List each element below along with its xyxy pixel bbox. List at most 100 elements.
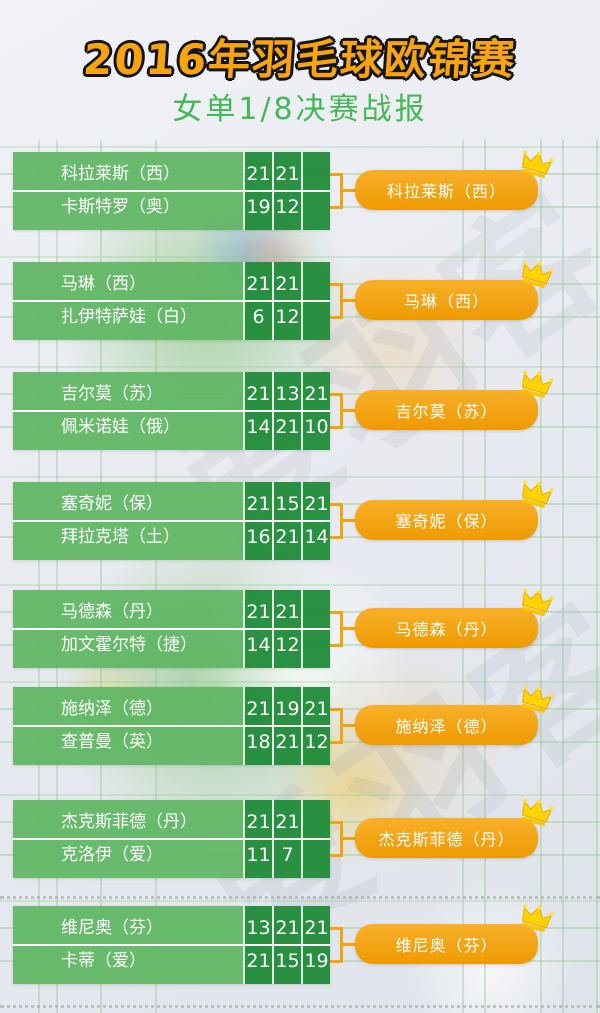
winner-box: 施纳泽（德） [355,685,554,745]
table-padding-row [13,372,330,379]
winner-name: 维尼奥（芬） [395,936,498,955]
player1-game1-score: 21 [243,807,272,838]
player2-game3-score: 14 [301,522,330,553]
player2-row: 拜拉克塔（土） 16 21 14 [13,522,330,553]
row-divider [13,944,330,946]
row-divider [13,520,330,522]
player1-game2-score: 21 [272,269,301,300]
bracket-connector [330,283,343,319]
table-padding-row [13,223,330,230]
player1-name: 马德森（丹） [13,597,243,628]
winner-name: 吉尔莫（苏） [395,402,498,421]
player1-game3-score: 21 [301,379,330,410]
match-score-table: 科拉莱斯（西） 21 21 卡斯特罗（奥） 19 12 [13,152,330,230]
player1-row: 吉尔莫（苏） 21 13 21 [13,379,330,410]
winner-name: 塞奇妮（保） [395,512,498,531]
player1-name: 杰克斯菲德（丹） [13,807,243,838]
dotted-divider [0,1005,600,1008]
match-block: 科拉莱斯（西） 21 21 卡斯特罗（奥） 19 12 科拉莱斯（西） [0,146,600,230]
player1-game1-score: 21 [243,694,272,725]
player1-row: 马琳（西） 21 21 [13,269,330,300]
bracket-connector [330,611,343,647]
player1-game1-score: 13 [243,913,272,944]
player2-game1-score: 14 [243,412,272,443]
player2-game3-score: 12 [301,727,330,758]
court-line-vertical [596,140,598,1013]
player2-game1-score: 21 [243,946,272,977]
winner-box: 马琳（西） [355,260,554,320]
match-score-table: 维尼奥（芬） 13 21 21 卡蒂（爱） 21 15 19 [13,906,330,984]
match-block: 吉尔莫（苏） 21 13 21 佩米诺娃（俄） 14 21 10 吉尔莫（苏） [0,366,600,450]
table-padding-row [13,661,330,668]
table-padding-row [13,443,330,450]
player1-game1-score: 21 [243,269,272,300]
winner-box: 科拉莱斯（西） [355,150,554,210]
player1-game2-score: 21 [272,597,301,628]
crown-icon [521,480,554,508]
table-padding-row [13,262,330,269]
player1-row: 杰克斯菲德（丹） 21 21 [13,807,330,838]
table-padding-row [13,482,330,489]
player1-game2-score: 21 [272,913,301,944]
match-score-table: 施纳泽（德） 21 19 21 查普曼（英） 18 21 12 [13,687,330,765]
player2-game1-score: 19 [243,192,272,223]
player2-game1-score: 14 [243,630,272,661]
player2-name: 克洛伊（爱） [13,840,243,871]
bracket-connector-arm [343,299,355,302]
player1-name: 吉尔莫（苏） [13,379,243,410]
player2-row: 卡斯特罗（奥） 19 12 [13,192,330,223]
match-block: 杰克斯菲德（丹） 21 21 克洛伊（爱） 11 7 杰克斯菲德（丹） [0,794,600,878]
court-line [0,794,600,796]
winner-box: 维尼奥（芬） [355,904,554,964]
court-line-vertical [484,140,486,1013]
court-line-vertical [562,140,564,1013]
bracket-connector [330,927,343,963]
table-padding-row [13,687,330,694]
match-block: 马德森（丹） 21 21 加文霍尔特（捷） 14 12 马德森（丹） [0,584,600,668]
player2-row: 克洛伊（爱） 11 7 [13,840,330,871]
player2-name: 查普曼（英） [13,727,243,758]
player2-name: 加文霍尔特（捷） [13,630,243,661]
table-padding-row [13,906,330,913]
player1-row: 马德森（丹） 21 21 [13,597,330,628]
table-padding-row [13,800,330,807]
crown-icon [521,588,554,616]
match-block: 维尼奥（芬） 13 21 21 卡蒂（爱） 21 15 19 维尼奥（芬） [0,900,600,984]
table-padding-row [13,553,330,560]
player1-game3-score [301,269,330,300]
player1-game2-score: 19 [272,694,301,725]
player2-name: 佩米诺娃（俄） [13,412,243,443]
winner-box: 马德森（丹） [355,588,554,648]
crown-icon [521,150,554,178]
player1-row: 维尼奥（芬） 13 21 21 [13,913,330,944]
player2-game1-score: 16 [243,522,272,553]
crown-icon [521,370,554,398]
page-subtitle: 女单1/8决赛战报 [172,92,428,127]
winner-name: 施纳泽（德） [395,717,498,736]
winner-name: 马德森（丹） [395,620,498,639]
bracket-connector [330,708,343,744]
bracket-connector [330,393,343,429]
winner-box: 杰克斯菲德（丹） [355,798,554,858]
player2-game1-score: 6 [243,302,272,333]
player2-game3-score: 19 [301,946,330,977]
player2-game2-score: 21 [272,412,301,443]
table-padding-row [13,758,330,765]
court-line [0,476,600,478]
player1-game1-score: 21 [243,597,272,628]
court-line-vertical [462,140,464,1013]
player1-game2-score: 13 [272,379,301,410]
player1-game3-score: 21 [301,694,330,725]
dotted-divider [0,896,600,899]
bracket-connector-arm [343,519,355,522]
player2-game3-score [301,630,330,661]
player1-game2-score: 21 [272,159,301,190]
court-line [0,681,600,683]
player2-game2-score: 7 [272,840,301,871]
player1-row: 塞奇妮（保） 21 15 21 [13,489,330,520]
crown-icon [521,798,554,826]
court-line [0,900,600,902]
bracket-connector [330,503,343,539]
court-line-vertical [100,140,102,1013]
